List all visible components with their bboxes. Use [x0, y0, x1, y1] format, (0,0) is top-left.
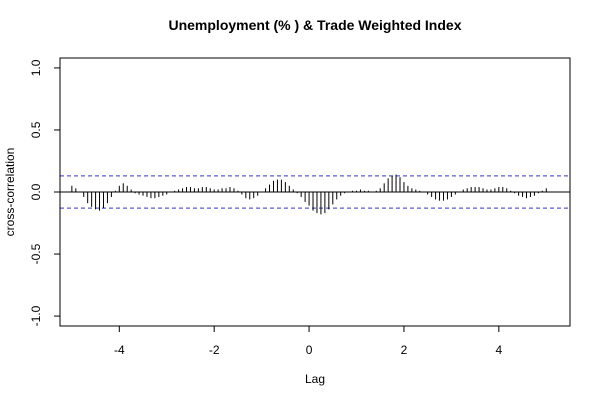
x-tick-label: 0	[306, 343, 313, 357]
y-axis-label: cross-correlation	[3, 148, 17, 237]
x-tick-label: -2	[209, 343, 220, 357]
y-tick-label: -0.5	[29, 243, 43, 264]
y-tick-label: 0.0	[29, 183, 43, 200]
x-tick-label: 4	[495, 343, 502, 357]
chart-title: Unemployment (% ) & Trade Weighted Index	[168, 17, 461, 33]
y-tick-label: -1.0	[29, 305, 43, 326]
plot-area	[60, 174, 570, 215]
x-tick-label: -4	[114, 343, 125, 357]
y-tick-label: 0.5	[29, 121, 43, 138]
x-tick-label: 2	[401, 343, 408, 357]
axes: -4 -2 0 2 4 -1.0 -0.5 0.0 0.5 1.0	[29, 59, 502, 357]
y-tick-label: 1.0	[29, 59, 43, 76]
x-axis-label: Lag	[305, 372, 325, 386]
